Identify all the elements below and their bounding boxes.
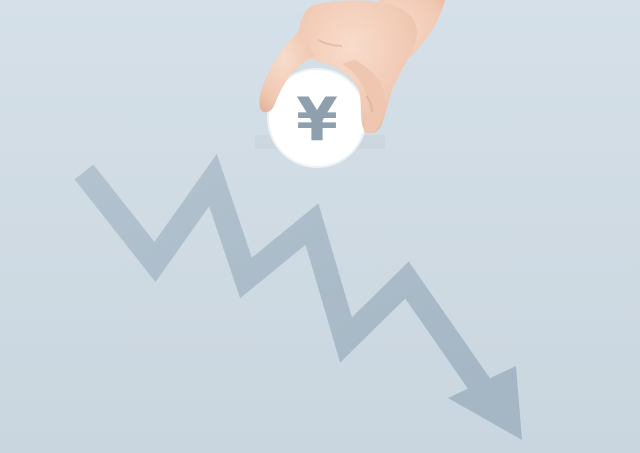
yen-symbol: ¥ — [296, 85, 338, 155]
thumb-crease — [365, 95, 373, 113]
index-finger — [259, 30, 314, 113]
yen-coin: ¥ — [267, 68, 367, 168]
arrow-head — [448, 366, 522, 440]
thumb — [342, 60, 385, 134]
arrow-shaft — [74, 153, 490, 392]
knuckle-crease — [317, 39, 343, 47]
downward-zigzag-arrow — [74, 153, 522, 440]
coin-face — [268, 69, 366, 167]
hand — [259, 0, 445, 134]
